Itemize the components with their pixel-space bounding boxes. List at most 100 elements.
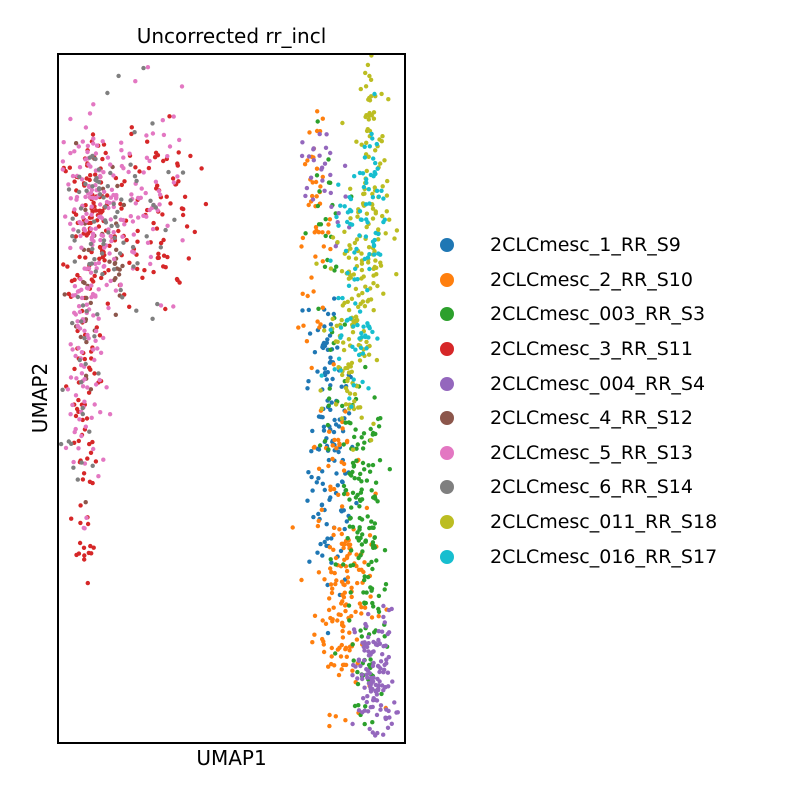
scatter-point-8 (352, 399, 357, 404)
scatter-point-0 (346, 411, 352, 416)
scatter-point-2 (341, 483, 347, 489)
scatter-point-7 (121, 240, 126, 245)
scatter-point-8 (370, 206, 376, 211)
scatter-point-6 (111, 192, 116, 198)
scatter-point-2 (349, 505, 354, 510)
scatter-point-9 (381, 196, 386, 201)
scatter-point-4 (376, 629, 381, 634)
scatter-point-4 (311, 158, 316, 163)
scatter-point-4 (317, 153, 322, 158)
scatter-point-1 (339, 504, 345, 509)
scatter-point-6 (68, 116, 73, 122)
scatter-point-9 (367, 144, 372, 149)
scatter-point-1 (328, 582, 334, 587)
scatter-point-2 (375, 416, 381, 422)
scatter-point-8 (371, 308, 376, 313)
scatter-point-1 (328, 487, 333, 492)
scatter-point-6 (102, 263, 107, 269)
scatter-point-7 (106, 230, 111, 235)
scatter-point-8 (346, 337, 352, 342)
scatter-point-8 (382, 158, 387, 163)
scatter-point-2 (355, 681, 361, 687)
scatter-point-9 (376, 194, 381, 199)
scatter-point-4 (382, 667, 387, 672)
scatter-point-6 (75, 323, 81, 329)
scatter-point-8 (339, 317, 344, 323)
scatter-point-9 (357, 209, 363, 214)
scatter-point-6 (97, 377, 102, 383)
scatter-point-0 (325, 337, 330, 342)
scatter-point-4 (358, 663, 363, 669)
scatter-point-3 (72, 277, 77, 282)
scatter-point-2 (368, 657, 373, 662)
scatter-point-3 (180, 212, 186, 218)
scatter-point-0 (322, 372, 328, 378)
scatter-point-3 (97, 333, 103, 338)
scatter-point-4 (366, 634, 371, 640)
scatter-point-6 (72, 149, 77, 154)
scatter-point-8 (368, 438, 374, 443)
scatter-point-0 (335, 483, 340, 488)
scatter-point-3 (85, 521, 91, 527)
scatter-point-6 (95, 346, 100, 351)
scatter-point-2 (362, 440, 367, 445)
scatter-point-7 (79, 319, 84, 324)
scatter-point-8 (364, 224, 369, 230)
scatter-point-3 (83, 255, 88, 260)
scatter-point-1 (323, 621, 329, 626)
scatter-point-8 (352, 240, 358, 246)
scatter-point-4 (362, 708, 367, 713)
scatter-point-6 (98, 410, 103, 415)
scatter-point-2 (368, 585, 373, 590)
scatter-point-7 (163, 227, 168, 233)
scatter-point-6 (93, 382, 99, 387)
scatter-point-1 (353, 609, 358, 614)
scatter-point-9 (351, 377, 356, 382)
scatter-point-1 (302, 162, 308, 167)
scatter-point-7 (120, 295, 125, 300)
scatter-point-1 (332, 663, 337, 668)
scatter-point-1 (329, 570, 334, 575)
scatter-point-6 (85, 143, 91, 149)
scatter-point-8 (375, 283, 380, 289)
scatter-point-9 (373, 230, 378, 236)
scatter-point-2 (370, 720, 375, 725)
scatter-point-8 (340, 120, 345, 126)
scatter-point-9 (348, 196, 354, 202)
scatter-point-4 (359, 672, 365, 677)
scatter-point-9 (328, 327, 333, 332)
scatter-point-3 (73, 234, 79, 239)
scatter-point-2 (351, 658, 356, 663)
scatter-point-1 (345, 491, 350, 497)
scatter-point-4 (368, 652, 373, 657)
scatter-point-8 (371, 116, 377, 121)
scatter-point-3 (78, 520, 83, 526)
scatter-point-0 (333, 422, 339, 427)
legend-label: 2CLCmesc_011_RR_S18 (490, 511, 718, 534)
scatter-point-6 (84, 218, 89, 224)
scatter-point-1 (305, 158, 310, 163)
scatter-point-0 (336, 449, 341, 455)
scatter-point-8 (363, 84, 369, 89)
scatter-point-9 (336, 182, 341, 187)
scatter-point-8 (333, 402, 339, 407)
scatter-point-0 (328, 383, 333, 388)
scatter-point-3 (81, 471, 87, 476)
scatter-point-6 (93, 196, 99, 201)
scatter-point-7 (130, 244, 136, 250)
scatter-point-8 (380, 184, 385, 189)
scatter-point-6 (121, 166, 126, 171)
scatter-point-4 (311, 146, 316, 151)
scatter-point-9 (374, 141, 379, 147)
scatter-point-6 (108, 217, 114, 222)
scatter-point-1 (315, 523, 321, 529)
scatter-point-3 (72, 366, 77, 372)
scatter-point-9 (352, 174, 357, 179)
scatter-point-7 (112, 235, 118, 241)
scatter-point-6 (88, 164, 93, 169)
scatter-point-8 (366, 297, 371, 303)
scatter-point-1 (317, 325, 322, 330)
scatter-point-8 (379, 139, 384, 144)
scatter-point-2 (377, 458, 383, 463)
scatter-point-3 (81, 545, 87, 550)
